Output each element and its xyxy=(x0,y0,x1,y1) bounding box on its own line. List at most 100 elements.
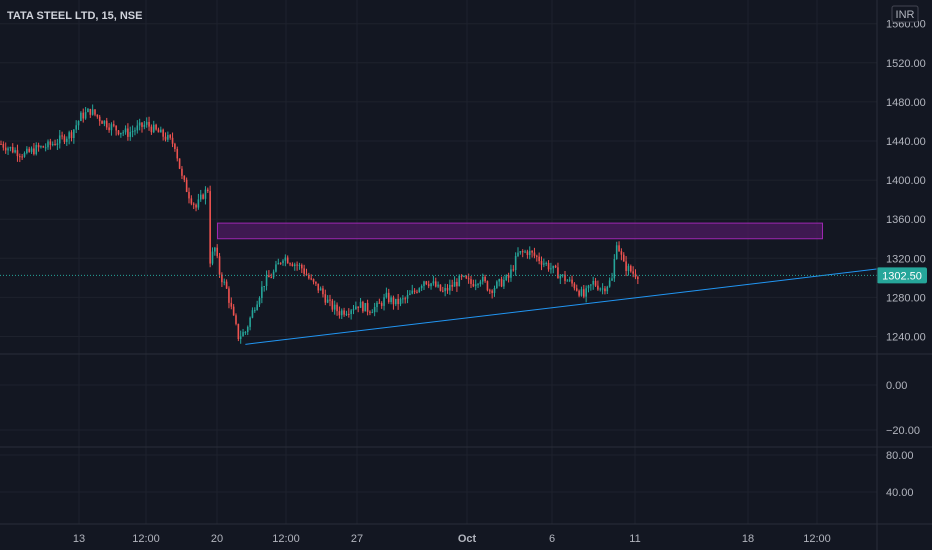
candle-body xyxy=(108,127,110,131)
candle-body xyxy=(261,286,263,299)
candle xyxy=(611,272,613,282)
candle xyxy=(451,279,453,291)
candle-body xyxy=(197,199,200,208)
candle xyxy=(416,289,418,294)
candle-body xyxy=(552,265,555,269)
candle-body xyxy=(333,304,336,310)
candle-body xyxy=(601,288,604,290)
candle-body xyxy=(4,147,7,151)
candle xyxy=(362,300,364,314)
candle xyxy=(207,187,209,193)
candle-body xyxy=(230,302,233,307)
candle-body xyxy=(498,279,500,282)
candle-body xyxy=(517,252,519,257)
candle-body xyxy=(512,269,515,271)
candle xyxy=(204,186,207,205)
resistance-zone-layer[interactable] xyxy=(217,222,823,240)
candle-body xyxy=(359,301,362,308)
candle-body xyxy=(310,278,312,280)
candle-body xyxy=(411,290,414,294)
candle-body xyxy=(418,288,421,293)
candle xyxy=(575,284,578,292)
candle xyxy=(284,254,287,267)
candle-body xyxy=(282,260,284,263)
candle xyxy=(366,299,369,316)
candle-body xyxy=(122,132,124,134)
candle-body xyxy=(94,109,96,115)
candle xyxy=(531,250,533,258)
candle xyxy=(148,116,150,131)
candle xyxy=(63,134,66,145)
candle xyxy=(84,106,87,120)
candle xyxy=(571,275,573,287)
candle-body xyxy=(284,257,287,261)
candle xyxy=(500,276,503,288)
candle xyxy=(124,125,127,135)
candle-body xyxy=(312,279,315,282)
candle xyxy=(627,263,630,276)
candle xyxy=(312,278,315,285)
candle xyxy=(138,118,141,131)
candle xyxy=(58,130,61,149)
candle xyxy=(239,330,242,344)
candle-body xyxy=(256,304,258,311)
candle-body xyxy=(484,276,486,282)
candle xyxy=(258,296,261,307)
candle-body xyxy=(303,268,305,274)
candle-body xyxy=(228,288,230,303)
candle xyxy=(296,261,298,271)
candle-body xyxy=(26,148,28,154)
candle xyxy=(275,260,277,273)
candle-body xyxy=(627,265,630,271)
candle xyxy=(383,293,385,311)
candle-body xyxy=(637,277,639,279)
candle xyxy=(115,125,117,136)
candle-body xyxy=(385,292,388,298)
candle-body xyxy=(73,129,75,138)
candle xyxy=(268,270,270,278)
candle-body xyxy=(305,273,308,276)
candle xyxy=(604,286,606,295)
trendline-layer[interactable] xyxy=(245,268,877,345)
candle xyxy=(573,282,576,291)
candle xyxy=(554,264,557,269)
candle-body xyxy=(150,126,153,133)
candle-body xyxy=(293,264,296,266)
candle xyxy=(458,274,461,287)
candle-body xyxy=(503,280,505,287)
candle-body xyxy=(42,146,45,148)
candle-body xyxy=(7,148,9,151)
candle-body xyxy=(127,128,129,137)
candle-body xyxy=(547,262,550,270)
candle xyxy=(19,153,21,163)
candle-body xyxy=(470,279,472,284)
candle xyxy=(514,252,517,276)
candle-body xyxy=(291,264,294,266)
candle-body xyxy=(308,275,310,279)
candle xyxy=(364,302,367,312)
candle-body xyxy=(199,194,202,200)
candle xyxy=(599,287,602,292)
candle xyxy=(517,247,519,258)
candle-body xyxy=(456,281,458,287)
candle xyxy=(211,247,214,266)
candle xyxy=(564,270,566,285)
candle xyxy=(357,306,359,313)
candle xyxy=(568,276,571,283)
time-tick-label: 18 xyxy=(742,533,754,545)
candle xyxy=(580,286,583,297)
candle xyxy=(427,280,430,289)
candle-body xyxy=(70,132,73,138)
candle-body xyxy=(507,275,510,278)
candle xyxy=(378,298,381,304)
candle-body xyxy=(16,150,19,157)
candle xyxy=(470,275,472,288)
candle-body xyxy=(571,279,573,284)
candle xyxy=(270,273,273,279)
candle xyxy=(188,187,190,204)
candle xyxy=(251,307,254,319)
candle xyxy=(298,262,301,270)
candle xyxy=(333,300,336,315)
